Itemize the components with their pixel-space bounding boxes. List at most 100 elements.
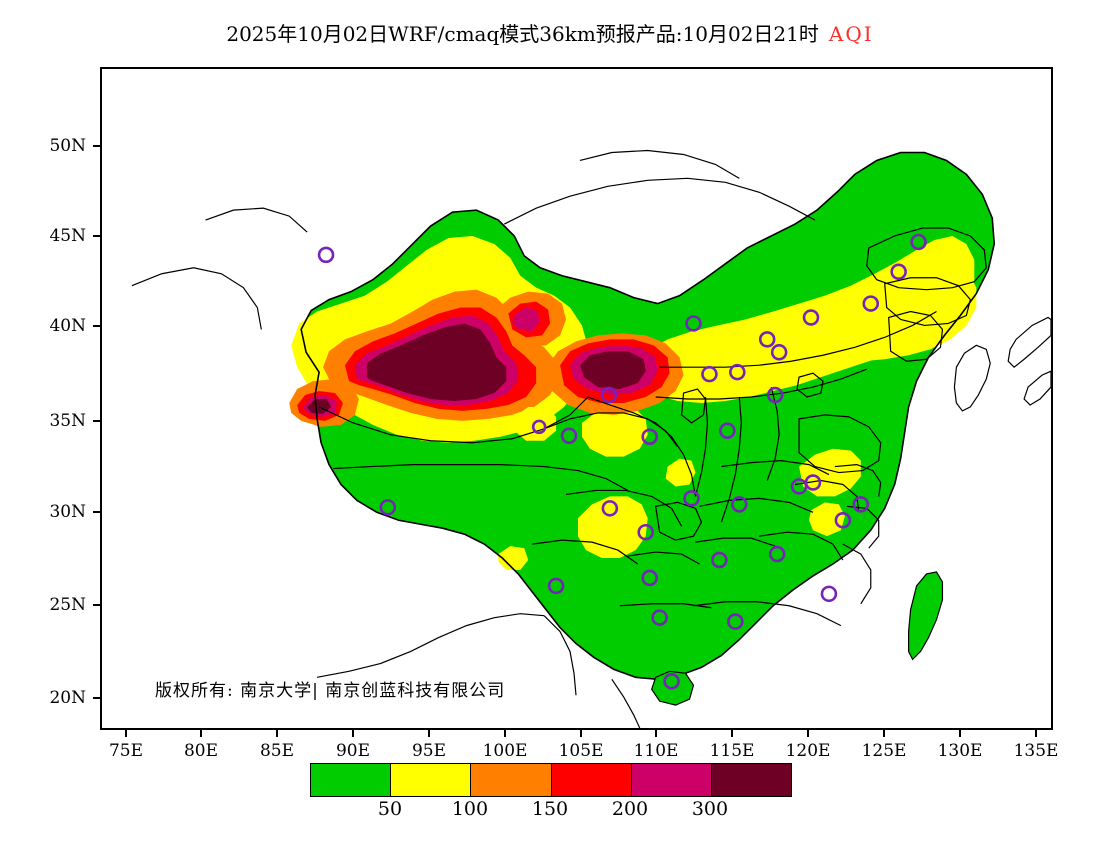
x-tick-label: 90E [335,741,371,761]
station-markers-layer [317,233,927,690]
x-tick [504,730,506,737]
myanmar-outline [543,615,577,696]
y-tick-label: 45N [49,226,86,246]
y-tick-label: 40N [49,316,86,336]
border-ningxia [680,388,707,424]
x-tick-label: 80E [183,741,219,761]
x-tick [125,730,127,737]
mongolia-outline [504,177,816,225]
border-yunnan [532,539,639,565]
page-title: 2025年10月02日WRF/cmaq模式36km预报产品:10月02日21时 A… [0,18,1100,47]
border-hunan [695,537,776,547]
border-gansu [587,396,697,497]
x-tick-label: 75E [108,741,144,761]
station-ring-icon [758,331,776,348]
station-ring-icon [731,496,748,513]
x-tick [959,730,961,737]
border-sichuan [565,489,683,527]
japan-outline [1007,316,1051,368]
border-jilin [884,277,971,327]
colorbar-segment-unhealthy [551,764,632,796]
station-ring-icon [601,500,619,517]
station-ring-icon [770,344,788,361]
x-tick-label: 100E [482,741,528,761]
station-ring-icon [802,309,820,326]
y-tick [93,145,100,147]
x-tick [428,730,430,737]
colorbar-segment-moderate [391,764,472,796]
y-tick [93,325,100,327]
station-ring-icon [683,490,700,507]
mongolia-outline-2 [579,149,740,179]
border-guangxi [619,603,712,609]
x-tick-label: 95E [411,741,447,761]
station-ring-icon [701,365,718,383]
y-tick [93,604,100,606]
x-tick-label: 85E [259,741,295,761]
map-canvas [102,69,1051,728]
x-tick-label: 125E [861,741,907,761]
border-xinjiang [318,396,589,444]
aqi-band-very-unhealthy-hami [512,307,541,332]
border-guangdong [693,601,842,627]
station-ring-icon [531,419,547,435]
y-tick-label: 30N [49,502,86,522]
aqi-contour-fills [289,152,995,680]
station-ring-icon [729,363,746,381]
station-ring-icon [768,545,786,563]
x-tick-label: 120E [785,741,831,761]
x-tick [276,730,278,737]
colorbar-segment-very-unhealthy [631,764,712,796]
aqi-band-moderate-gansu [581,404,648,457]
x-tick [580,730,582,737]
korea-outline [953,344,991,412]
border-shanxi [694,396,709,497]
x-tick-label: 110E [633,741,679,761]
border-henan [721,460,830,476]
colorbar-tick-label: 50 [377,798,403,820]
x-tick-label: 115E [709,741,755,761]
station-ring-icon [547,577,565,595]
title-main-text: 2025年10月02日WRF/cmaq模式36km预报产品:10月02日21时 [226,22,819,46]
y-tick-label: 25N [49,595,86,615]
x-tick [807,730,809,737]
kazakhstan-outline [131,267,262,330]
y-tick [93,235,100,237]
border-anhui [794,479,860,513]
x-tick-label: 130E [937,741,983,761]
x-tick [731,730,733,737]
colorbar-tick-label: 150 [531,798,569,820]
y-tick [93,511,100,513]
station-ring-icon [727,613,744,630]
x-tick [883,730,885,737]
station-ring-icon [641,569,658,587]
colorbar-tick-labels: 50 100 150 200 300 [310,798,790,822]
station-ring-icon [820,585,838,603]
station-ring-icon [890,263,907,281]
aqi-band-moderate-yangtze [799,448,861,497]
aqi-band-moderate-coast-2 [809,502,845,537]
colorbar-tick-label: 300 [691,798,729,820]
colorbar-segment-unhealthy-sensitive [471,764,552,796]
aqi-band-moderate-patch-c [498,546,529,570]
border-liaoning [888,310,944,362]
copyright-notice: 版权所有: 南京大学| 南京创蓝科技有限公司 [155,681,506,701]
border-jiangxi [759,531,844,561]
colorbar-segment-good [311,764,392,796]
colorbar-tick-label: 200 [611,798,649,820]
station-ring-icon [560,427,578,445]
japan-outline-2 [1023,370,1051,406]
station-ring-icon [600,386,618,404]
colorbar-tick-label: 100 [451,798,489,820]
china-national-border [300,151,996,681]
station-ring-icon [711,551,728,569]
station-ring-icon [910,233,927,251]
x-tick [352,730,354,737]
station-ring-icon [862,295,880,312]
station-ring-icon [317,246,335,264]
y-tick-label: 20N [49,688,86,708]
map-plot-frame [100,67,1053,730]
border-guizhou [627,551,700,565]
station-ring-icon [766,386,784,404]
station-ring-icon [637,523,654,541]
